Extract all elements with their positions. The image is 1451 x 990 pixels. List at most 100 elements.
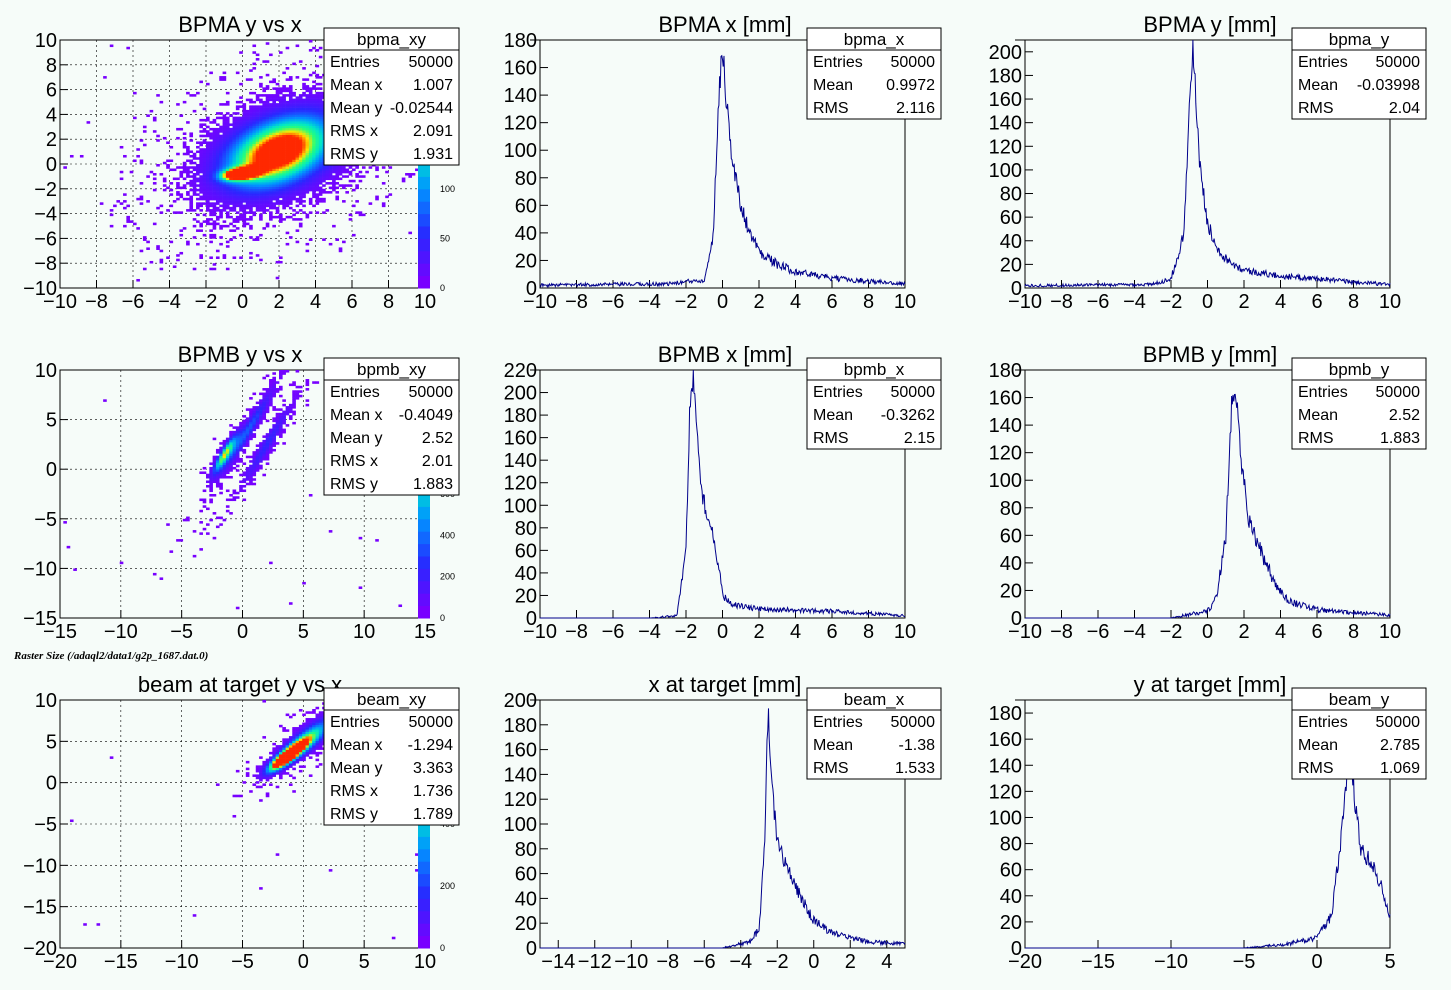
heatmap-cell (328, 530, 333, 533)
heatmap-cell (279, 132, 283, 135)
heatmap-cell (292, 143, 296, 147)
heatmap-cell (176, 193, 180, 196)
heatmap-cell (288, 76, 293, 79)
heatmap-cell (282, 116, 286, 120)
heatmap-cell (279, 186, 283, 190)
heatmap-cell (302, 727, 306, 730)
heatmap-cell (249, 186, 253, 190)
heatmap-cell (199, 152, 203, 156)
heatmap-cell (245, 206, 250, 210)
heatmap-cell (206, 195, 210, 199)
heatmap-cell (285, 159, 290, 163)
palette-step (418, 898, 430, 912)
heatmap-cell (308, 123, 313, 126)
heatmap-cell (252, 152, 257, 156)
heatmap-cell (318, 127, 323, 131)
heatmap-cell (272, 170, 276, 174)
heatmap-cell (206, 168, 210, 172)
heatmap-cell (199, 229, 203, 232)
heatmap-cell (232, 193, 237, 196)
heatmap-cell (225, 462, 230, 465)
heatmap-cell (272, 98, 276, 102)
heatmap-cell (242, 415, 247, 418)
heatmap-cell (252, 392, 257, 396)
heatmap-cell (279, 426, 283, 429)
x-tick-label: −4 (638, 621, 661, 643)
heatmap-cell (252, 412, 257, 416)
heatmap-cell (262, 439, 267, 443)
heatmap-cell (259, 159, 263, 163)
y-tick-label: 80 (1000, 834, 1022, 856)
heatmap-cell (225, 469, 230, 472)
heatmap-cell (239, 105, 243, 108)
heatmap-cell (275, 765, 280, 768)
stats-value: 2.52 (1389, 407, 1420, 424)
heatmap-cell (272, 80, 276, 84)
heatmap-cell (265, 433, 270, 436)
heatmap-cell (242, 118, 247, 122)
heatmap-cell (252, 114, 257, 117)
heatmap-cell (275, 154, 280, 158)
heatmap-cell (225, 442, 230, 445)
heatmap-cell (232, 426, 237, 429)
heatmap-cell (252, 433, 257, 436)
heatmap-cell (159, 577, 164, 580)
heatmap-cell (292, 213, 296, 217)
heatmap-cell (252, 419, 257, 423)
heatmap-cell (275, 130, 280, 133)
heatmap-cell (302, 134, 306, 138)
heatmap-cell (298, 191, 303, 194)
heatmap-cell (272, 379, 276, 382)
chart-title: beam at target y vs x (138, 672, 342, 697)
heatmap-cell (272, 372, 276, 375)
heatmap-cell (292, 397, 296, 400)
heatmap-cell (352, 179, 356, 183)
heatmap-cell (219, 516, 223, 520)
y-tick-label: 100 (504, 814, 537, 836)
heatmap-cell (298, 112, 303, 115)
heatmap-cell (209, 267, 213, 271)
heatmap-cell (275, 188, 280, 192)
heatmap-cell (252, 166, 257, 169)
heatmap-cell (285, 202, 290, 205)
heatmap-cell (285, 200, 290, 203)
heatmap-cell (288, 184, 293, 187)
heatmap-cell (292, 177, 296, 181)
heatmap-cell (239, 125, 243, 129)
heatmap-cell (269, 206, 273, 210)
heatmap-cell (322, 173, 326, 176)
heatmap-cell (279, 164, 283, 167)
heatmap-cell (288, 747, 293, 750)
heatmap-cell (285, 89, 290, 93)
heatmap-cell (232, 121, 237, 124)
heatmap-cell (219, 141, 223, 145)
heatmap-cell (279, 767, 283, 771)
heatmap-cell (206, 532, 210, 535)
palette-step (418, 238, 430, 252)
heatmap-cell (152, 130, 157, 133)
heatmap-cell (305, 383, 310, 387)
heatmap-cell (245, 444, 250, 447)
heatmap-cell (315, 141, 320, 145)
heatmap-cell (255, 123, 260, 126)
heatmap-cell (235, 148, 240, 151)
heatmap-cell (196, 193, 200, 196)
heatmap-cell (262, 109, 267, 113)
heatmap-cell (348, 173, 353, 176)
heatmap-cell (295, 751, 300, 755)
heatmap-cell (262, 769, 267, 773)
heatmap-cell (288, 168, 293, 172)
heatmap-cell (192, 193, 197, 196)
heatmap-cell (272, 116, 276, 120)
stats-label: Mean x (330, 407, 382, 424)
heatmap-cell (202, 193, 207, 196)
heatmap-cell (215, 130, 220, 133)
heatmap-cell (288, 738, 293, 741)
heatmap-cell (295, 125, 300, 129)
y-tick-label: 20 (515, 913, 537, 935)
heatmap-cell (345, 170, 349, 174)
heatmap-cell (285, 112, 290, 115)
y-tick-label: 140 (989, 415, 1022, 437)
heatmap-cell (285, 114, 290, 117)
heatmap-cell (252, 195, 257, 199)
